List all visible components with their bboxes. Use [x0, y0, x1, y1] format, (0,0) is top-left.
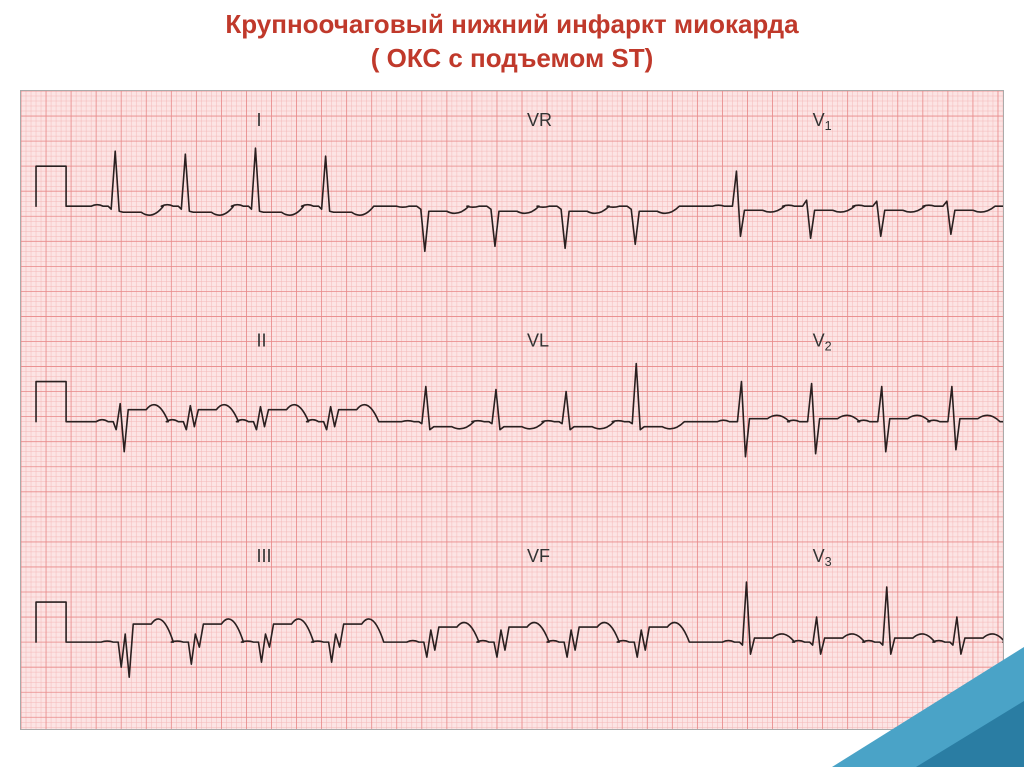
svg-text:I: I — [256, 110, 261, 130]
svg-text:III: III — [256, 546, 271, 566]
svg-text:VF: VF — [527, 546, 550, 566]
svg-text:VL: VL — [527, 330, 549, 350]
ecg-grid-svg: IVRV1IIVLV2IIIVFV3 — [21, 91, 1003, 730]
page-title: Крупноочаговый нижний инфаркт миокарда (… — [0, 0, 1024, 80]
ecg-chart: IVRV1IIVLV2IIIVFV3 — [20, 90, 1004, 730]
title-line2: ( ОКС с подъемом ST) — [20, 42, 1004, 76]
svg-text:II: II — [256, 330, 266, 350]
title-line1: Крупноочаговый нижний инфаркт миокарда — [20, 8, 1004, 42]
svg-text:VR: VR — [527, 110, 552, 130]
